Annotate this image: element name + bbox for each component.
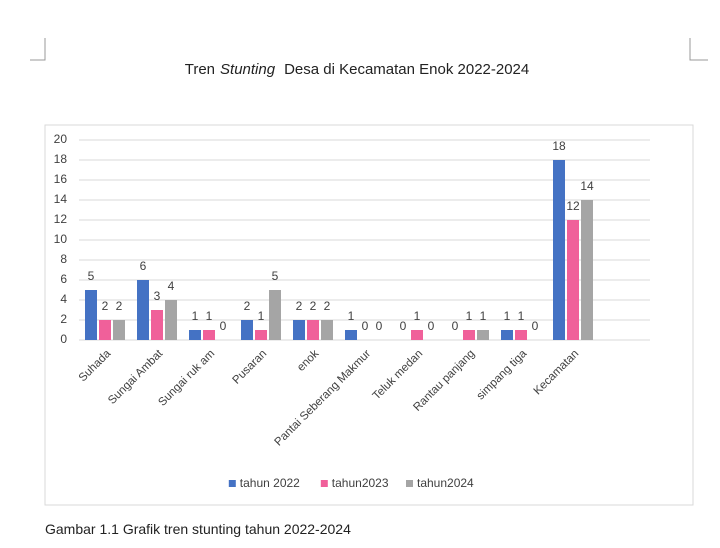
caption: Gambar 1.1 Grafik tren stunting tahun 20…	[45, 521, 351, 537]
bar	[477, 330, 489, 340]
data-label: 2	[324, 299, 331, 313]
bar	[411, 330, 423, 340]
y-tick-label: 12	[54, 212, 68, 226]
bar	[321, 320, 333, 340]
data-label: 0	[376, 319, 383, 333]
title-part: Stunting	[220, 61, 276, 78]
bar	[151, 310, 163, 340]
data-label: 5	[88, 269, 95, 283]
data-label: 12	[566, 199, 580, 213]
title-part: Desa di Kecamatan Enok 2022-2024	[284, 61, 529, 78]
data-label: 1	[466, 309, 473, 323]
bar	[501, 330, 513, 340]
data-label: 5	[272, 269, 279, 283]
data-label: 6	[140, 259, 147, 273]
x-tick-label: simpang tiga	[475, 347, 530, 402]
margin-mark	[689, 38, 708, 61]
bar	[463, 330, 475, 340]
y-tick-label: 6	[60, 272, 67, 286]
bar	[553, 160, 565, 340]
y-tick-label: 14	[54, 192, 68, 206]
data-label: 1	[504, 309, 511, 323]
title-part: Tren	[185, 61, 215, 78]
data-label: 0	[452, 319, 459, 333]
x-tick-label: enok	[295, 348, 321, 374]
bar	[345, 330, 357, 340]
y-tick-label: 20	[54, 132, 68, 146]
chart-title: Tren Stunting Desa di Kecamatan Enok 2022-…	[185, 61, 530, 78]
y-tick-label: 2	[60, 312, 67, 326]
x-tick-label: Teluk medan	[371, 348, 426, 403]
margin-mark	[30, 38, 46, 61]
x-tick-label: Sungai ruk am	[156, 348, 217, 409]
legend-swatch	[406, 480, 413, 487]
legend-label: tahun2024	[417, 476, 474, 490]
x-tick-label: Pantai Seberang Makmur	[273, 348, 374, 449]
data-label: 1	[192, 309, 199, 323]
legend-label: tahun2023	[332, 476, 389, 490]
bar	[255, 330, 267, 340]
bar	[567, 220, 579, 340]
y-tick-label: 16	[54, 172, 68, 186]
y-tick-label: 8	[60, 252, 67, 266]
x-tick-label: Pusaran	[230, 348, 269, 387]
data-label: 1	[348, 309, 355, 323]
bar	[165, 300, 177, 340]
chart-frame	[44, 124, 694, 506]
data-label: 1	[258, 309, 265, 323]
x-tick-label: Kecamatan	[532, 348, 582, 398]
legend-swatch	[320, 480, 328, 487]
data-label: 1	[480, 309, 487, 323]
legend-label: tahun 2022	[240, 476, 300, 490]
chart: Tren Stunting Desa di Kecamatan Enok 2022-…	[30, 38, 708, 506]
bar	[189, 330, 201, 340]
data-label: 14	[580, 179, 594, 193]
y-tick-label: 18	[54, 152, 68, 166]
x-tick-label: Suhada	[77, 347, 114, 384]
data-label: 0	[532, 319, 539, 333]
data-label: 1	[414, 309, 421, 323]
y-tick-label: 4	[60, 292, 67, 306]
data-label: 2	[244, 299, 251, 313]
bar	[581, 200, 593, 340]
data-label: 0	[362, 319, 369, 333]
bar	[307, 320, 319, 340]
data-label: 1	[206, 309, 213, 323]
bar	[241, 320, 253, 340]
data-label: 2	[310, 299, 317, 313]
x-tick-label: Sungai Ambat	[106, 347, 166, 407]
data-label: 2	[296, 299, 303, 313]
bar	[99, 320, 111, 340]
y-tick-label: 10	[54, 232, 68, 246]
bar	[113, 320, 125, 340]
legend-swatch	[228, 480, 236, 487]
bar	[137, 280, 149, 340]
bar	[293, 320, 305, 340]
data-label: 18	[552, 139, 566, 153]
data-label: 2	[102, 299, 109, 313]
data-label: 3	[154, 289, 161, 303]
data-label: 1	[518, 309, 525, 323]
data-label: 0	[428, 319, 435, 333]
bar	[269, 290, 281, 340]
data-label: 0	[400, 319, 407, 333]
bar	[85, 290, 97, 340]
bar	[203, 330, 215, 340]
data-label: 2	[116, 299, 123, 313]
data-label: 4	[168, 279, 175, 293]
bar	[515, 330, 527, 340]
y-tick-label: 0	[60, 332, 67, 346]
data-label: 0	[220, 319, 227, 333]
